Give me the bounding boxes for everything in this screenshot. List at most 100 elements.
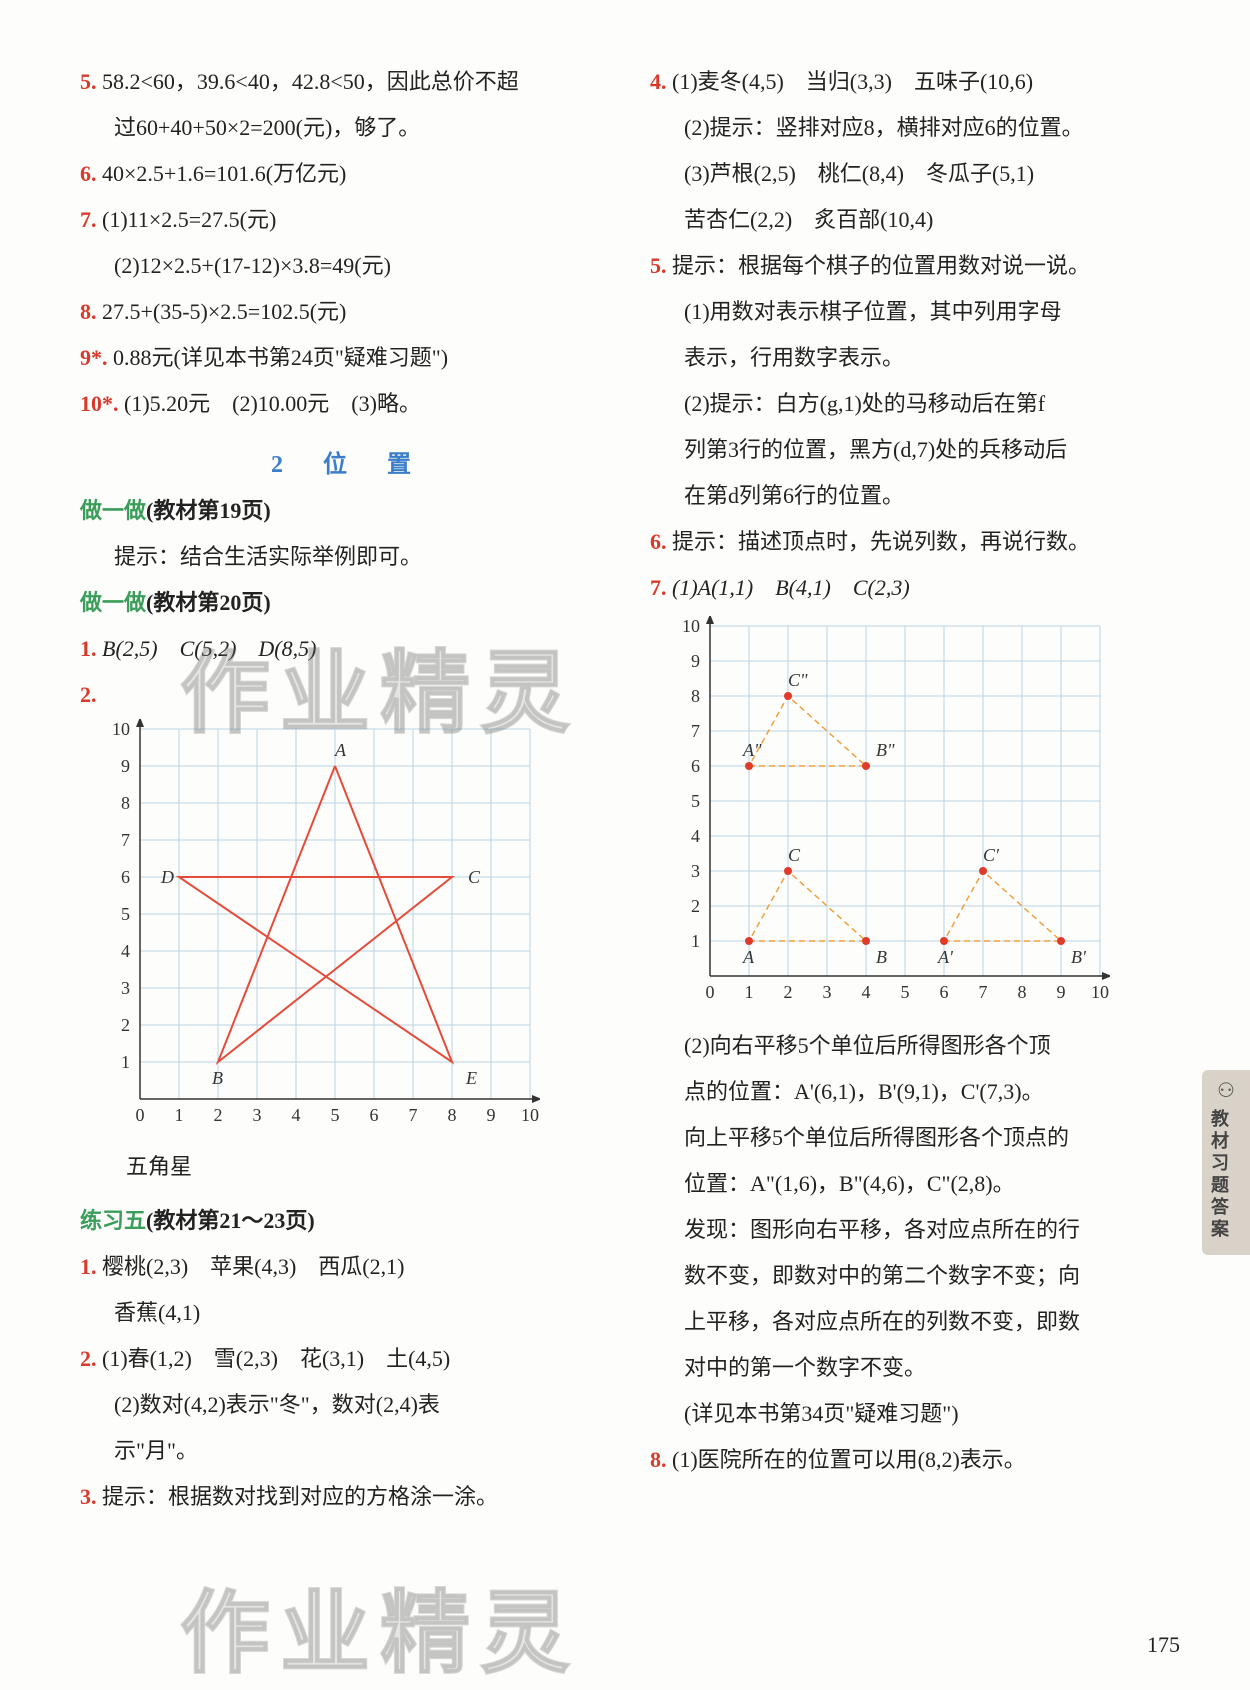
- item-10: 10*. (1)5.20元 (2)10.00元 (3)略。: [80, 382, 610, 426]
- svg-text:8: 8: [121, 793, 130, 813]
- svg-text:0: 0: [136, 1105, 145, 1125]
- zuo2-label: 做一做: [80, 590, 146, 615]
- side-tab-text: 教材习题答案: [1206, 1109, 1232, 1241]
- svg-text:4: 4: [292, 1105, 301, 1125]
- svg-text:6: 6: [370, 1105, 379, 1125]
- r4c: (3)芦根(2,5) 桃仁(8,4) 冬瓜子(5,1): [650, 152, 1180, 196]
- svg-text:8: 8: [691, 686, 700, 706]
- svg-text:10: 10: [112, 719, 130, 739]
- text-r4a: (1)麦冬(4,5) 当归(3,3) 五味子(10,6): [672, 69, 1033, 94]
- item-6: 6. 40×2.5+1.6=101.6(万亿元): [80, 152, 610, 196]
- num-9: 9*.: [80, 345, 108, 370]
- num-r5: 5.: [650, 253, 667, 278]
- svg-text:7: 7: [979, 982, 988, 1002]
- svg-text:7: 7: [409, 1105, 418, 1125]
- svg-text:C": C": [788, 670, 808, 690]
- num-5: 5.: [80, 69, 97, 94]
- num-r8: 8.: [650, 1447, 667, 1472]
- text-r6: 提示：描述顶点时，先说列数，再说行数。: [672, 529, 1090, 554]
- svg-text:A": A": [742, 740, 762, 760]
- r8: 8. (1)医院所在的位置可以用(8,2)表示。: [650, 1438, 1180, 1482]
- r7c: 点的位置：A'(6,1)，B'(9,1)，C'(7,3)。: [650, 1070, 1180, 1114]
- r7g: 数不变，即数对中的第二个数字不变；向: [650, 1254, 1180, 1298]
- num-q2: 2.: [80, 682, 97, 707]
- item-9: 9*. 0.88元(详见本书第24页"疑难习题"): [80, 336, 610, 380]
- num-e2: 2.: [80, 1346, 97, 1371]
- svg-text:9: 9: [121, 756, 130, 776]
- left-column: 5. 58.2<60，39.6<40，42.8<50，因此总价不超 过60+40…: [80, 60, 610, 1521]
- svg-text:2: 2: [784, 982, 793, 1002]
- r7d: 向上平移5个单位后所得图形各个顶点的: [650, 1116, 1180, 1160]
- svg-text:7: 7: [691, 721, 700, 741]
- zuo2-ref: (教材第20页): [146, 590, 271, 615]
- lx5-label: 练习五: [80, 1208, 146, 1233]
- item-5-cont: 过60+40+50×2=200(元)，够了。: [80, 106, 610, 150]
- num-e1: 1.: [80, 1254, 97, 1279]
- e3: 3. 提示：根据数对找到对应的方格涂一涂。: [80, 1475, 610, 1519]
- text-e3: 提示：根据数对找到对应的方格涂一涂。: [102, 1484, 498, 1509]
- svg-text:2: 2: [121, 1015, 130, 1035]
- r7h: 上平移，各对应点所在的列数不变，即数: [650, 1300, 1180, 1344]
- text-e1: 樱桃(2,3) 苹果(4,3) 西瓜(2,1): [102, 1254, 404, 1279]
- triangle-chart: 01234567891012345678910ABCA'B'C'A"B"C": [670, 616, 1180, 1016]
- num-r7: 7.: [650, 575, 667, 600]
- triangle-svg: 01234567891012345678910ABCA'B'C'A"B"C": [670, 616, 1110, 1016]
- r5d: (2)提示：白方(g,1)处的马移动后在第f: [650, 382, 1180, 426]
- chart1-caption: 五角星: [80, 1145, 610, 1189]
- svg-text:3: 3: [823, 982, 832, 1002]
- num-6: 6.: [80, 161, 97, 186]
- svg-text:5: 5: [691, 791, 700, 811]
- svg-text:C: C: [468, 867, 481, 887]
- svg-text:E: E: [465, 1068, 477, 1088]
- text-r5a: 提示：根据每个棋子的位置用数对说一说。: [672, 253, 1090, 278]
- q2: 2.: [80, 673, 610, 717]
- svg-text:3: 3: [691, 861, 700, 881]
- svg-text:6: 6: [121, 867, 130, 887]
- r7e: 位置：A"(1,6)，B"(4,6)，C"(2,8)。: [650, 1162, 1180, 1206]
- num-r6: 6.: [650, 529, 667, 554]
- star-svg: 01234567891012345678910ABCDE: [100, 719, 540, 1139]
- zuo1-ref: (教材第19页): [146, 498, 271, 523]
- svg-text:B: B: [212, 1068, 223, 1088]
- svg-text:6: 6: [691, 756, 700, 776]
- svg-text:10: 10: [682, 616, 700, 636]
- svg-text:10: 10: [521, 1105, 539, 1125]
- num-7: 7.: [80, 207, 97, 232]
- item-5: 5. 58.2<60，39.6<40，42.8<50，因此总价不超: [80, 60, 610, 104]
- bunny-icon: ⚇: [1206, 1078, 1246, 1103]
- svg-text:2: 2: [214, 1105, 223, 1125]
- section-title: 2 位 置: [80, 444, 610, 479]
- svg-text:7: 7: [121, 830, 130, 850]
- r4d: 苦杏仁(2,2) 炙百部(10,4): [650, 198, 1180, 242]
- svg-text:A: A: [742, 947, 755, 967]
- q1: 1. B(2,5) C(5,2) D(8,5): [80, 627, 610, 671]
- svg-text:1: 1: [691, 931, 700, 951]
- e2c: 示"月"。: [80, 1429, 610, 1473]
- e1b: 香蕉(4,1): [80, 1291, 610, 1335]
- svg-text:0: 0: [706, 982, 715, 1002]
- svg-text:9: 9: [1057, 982, 1066, 1002]
- r5b: (1)用数对表示棋子位置，其中列用字母: [650, 290, 1180, 334]
- svg-text:B': B': [1071, 947, 1087, 967]
- r5f: 在第d列第6行的位置。: [650, 474, 1180, 518]
- text-q1: B(2,5) C(5,2) D(8,5): [102, 636, 316, 661]
- r7: 7. (1)A(1,1) B(4,1) C(2,3): [650, 566, 1180, 610]
- r5e: 列第3行的位置，黑方(d,7)处的兵移动后: [650, 428, 1180, 472]
- e2a: 2. (1)春(1,2) 雪(2,3) 花(3,1) 土(4,5): [80, 1337, 610, 1381]
- svg-text:6: 6: [940, 982, 949, 1002]
- svg-text:5: 5: [121, 904, 130, 924]
- svg-text:5: 5: [901, 982, 910, 1002]
- e2b: (2)数对(4,2)表示"冬"，数对(2,4)表: [80, 1383, 610, 1427]
- num-r4: 4.: [650, 69, 667, 94]
- item-7b: (2)12×2.5+(17-12)×3.8=49(元): [80, 244, 610, 288]
- r4b: (2)提示：竖排对应8，横排对应6的位置。: [650, 106, 1180, 150]
- zuo1-text: 提示：结合生活实际举例即可。: [80, 535, 610, 579]
- svg-text:A': A': [937, 947, 954, 967]
- svg-text:8: 8: [448, 1105, 457, 1125]
- svg-text:9: 9: [487, 1105, 496, 1125]
- star-chart: 01234567891012345678910ABCDE: [100, 719, 610, 1139]
- svg-text:8: 8: [1018, 982, 1027, 1002]
- zuo2: 做一做(教材第20页): [80, 581, 610, 625]
- zuo1: 做一做(教材第19页): [80, 489, 610, 533]
- r6: 6. 提示：描述顶点时，先说列数，再说行数。: [650, 520, 1180, 564]
